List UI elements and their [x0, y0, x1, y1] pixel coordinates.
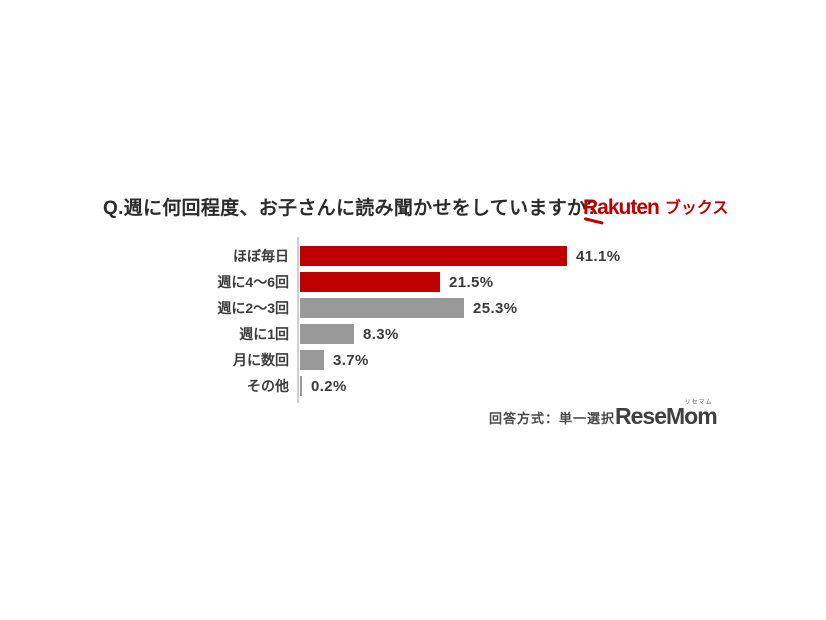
bar [300, 324, 354, 344]
resemom-ruby-label: リセマム [684, 400, 713, 406]
resemom-watermark-logo: リセマム ReseMom [615, 400, 718, 429]
bar-category-label: ほぼ毎日 [233, 248, 289, 264]
bar [300, 298, 464, 318]
chart-row: その他 0.2% [0, 376, 826, 396]
rakuten-wordmark-text: Rakuten [583, 196, 660, 219]
bar-category-label: その他 [247, 378, 289, 394]
bar-value-label: 8.3% [363, 325, 399, 343]
bar-category-label: 週に1回 [239, 326, 289, 342]
bar-value-label: 21.5% [449, 273, 494, 291]
rakuten-wordmark: Rakuten [583, 196, 660, 225]
bar-value-label: 25.3% [473, 299, 518, 317]
chart-row: 週に2～3回 25.3% [0, 298, 826, 318]
chart-rows: ほぼ毎日 41.1% 週に4～6回 21.5% 週に2～3回 25.3% 週に1回 8.3% 月… [0, 246, 826, 402]
chart-title: Q.週に何回程度、お子さんに読み聞かせをしていますか? [103, 198, 599, 219]
bar-category-label: 月に数回 [233, 352, 289, 368]
rakuten-books-suffix: ブックス [664, 200, 729, 218]
bar-value-label: 3.7% [333, 351, 369, 369]
bar [300, 376, 302, 396]
chart-row: 月に数回 3.7% [0, 350, 826, 370]
resemom-wordmark: ReseMom [615, 403, 718, 429]
bar-value-label: 0.2% [311, 377, 347, 395]
chart-row: ほぼ毎日 41.1% [0, 246, 826, 266]
answer-method-note: 回答方式：単一選択 [489, 411, 616, 426]
bar [300, 272, 440, 292]
bar [300, 350, 324, 370]
chart-row: 週に1回 8.3% [0, 324, 826, 344]
chart-row: 週に4～6回 21.5% [0, 272, 826, 292]
bar-category-label: 週に4～6回 [217, 274, 289, 290]
rakuten-books-logo: Rakuten ブックス [583, 196, 729, 225]
bar [300, 246, 567, 266]
bar-category-label: 週に2～3回 [217, 300, 289, 316]
chart-baseline-axis [297, 237, 299, 403]
bar-value-label: 41.1% [576, 247, 621, 265]
